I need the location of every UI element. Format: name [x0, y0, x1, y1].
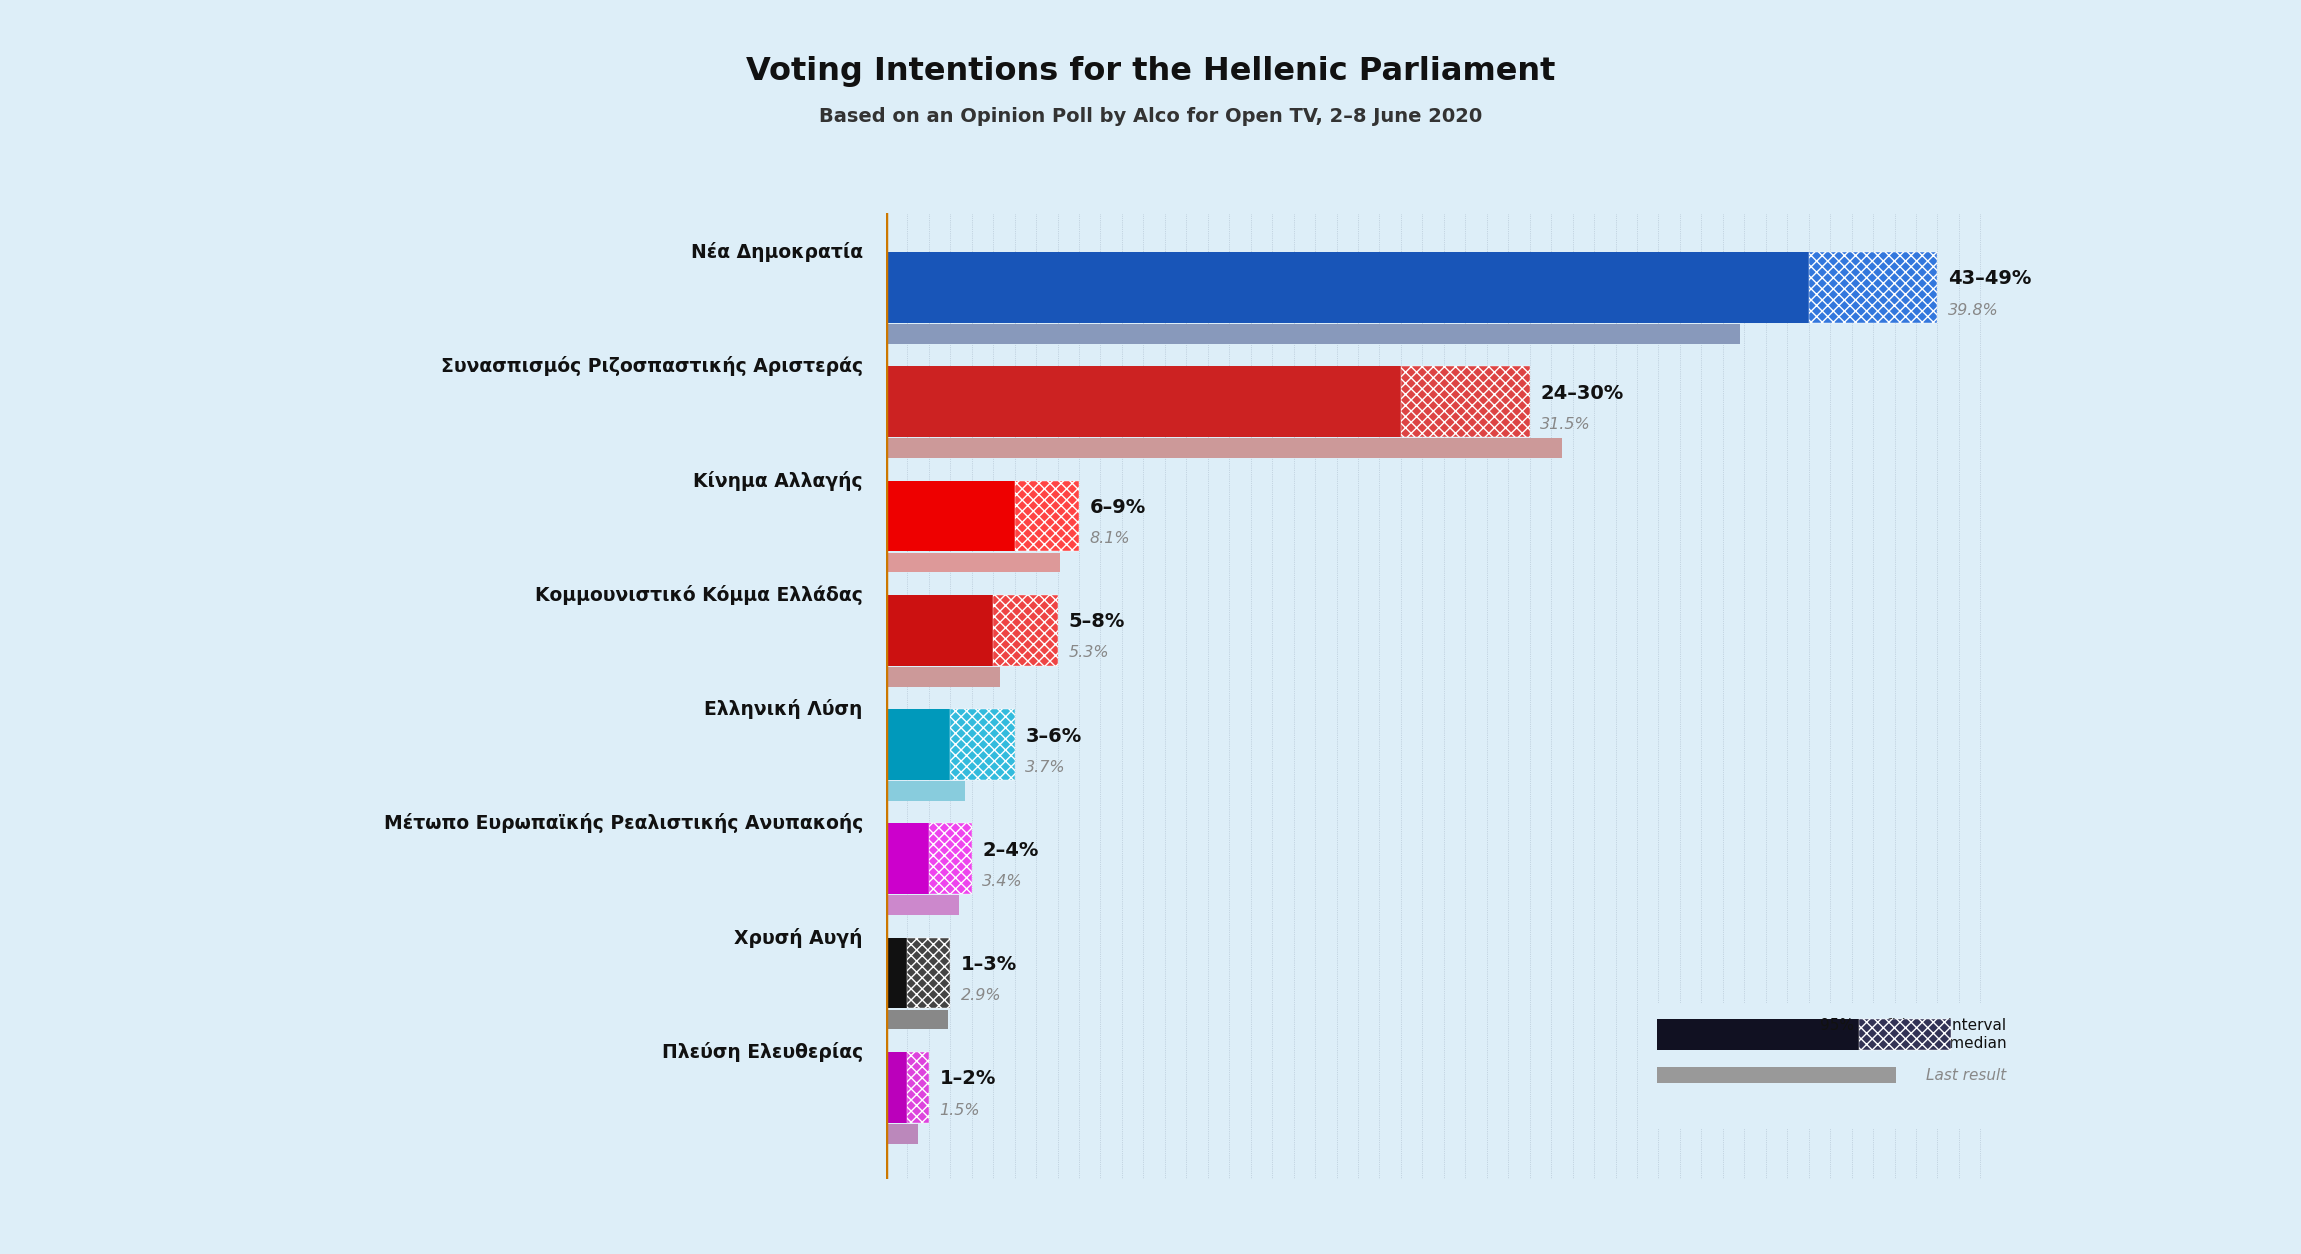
Bar [1657, 1067, 1896, 1083]
Bar [886, 366, 1530, 438]
Bar [886, 895, 960, 915]
Text: 3.7%: 3.7% [1026, 760, 1065, 775]
Bar [907, 1052, 930, 1122]
Text: Voting Intentions for the Hellenic Parliament: Voting Intentions for the Hellenic Parli… [746, 56, 1555, 88]
Bar [886, 1124, 918, 1144]
Text: 3–6%: 3–6% [1026, 726, 1081, 746]
Text: 8.1%: 8.1% [1091, 532, 1130, 547]
Text: Based on an Opinion Poll by Alco for Open TV, 2–8 June 2020: Based on an Opinion Poll by Alco for Ope… [819, 107, 1482, 125]
Bar [886, 1009, 948, 1030]
Text: Last result: Last result [1926, 1068, 2006, 1082]
Text: Ελληνική Λύση: Ελληνική Λύση [704, 700, 863, 719]
Bar [907, 938, 950, 1008]
Bar [886, 709, 1015, 780]
Text: 2.9%: 2.9% [962, 988, 1001, 1003]
Bar [886, 667, 999, 687]
Text: 6–9%: 6–9% [1091, 498, 1146, 517]
Bar [886, 439, 1562, 458]
Bar [886, 324, 1740, 344]
Bar [886, 594, 1058, 666]
Text: Πλεύση Ελευθερίας: Πλεύση Ελευθερίας [663, 1042, 863, 1062]
Bar [886, 1052, 930, 1122]
Text: Νέα Δημοκρατία: Νέα Δημοκρατία [690, 242, 863, 262]
Bar [886, 480, 1079, 552]
Bar [1015, 480, 1079, 552]
Text: Χρυσή Αυγή: Χρυσή Αυγή [734, 928, 863, 948]
Text: 24–30%: 24–30% [1539, 384, 1625, 403]
Bar [1401, 366, 1530, 438]
Bar [886, 553, 1061, 572]
Text: Μέτωπο Ευρωπαϊκής Ρεαλιστικής Ανυπακοής: Μέτωπο Ευρωπαϊκής Ρεαλιστικής Ανυπακοής [384, 814, 863, 834]
Text: 39.8%: 39.8% [1949, 302, 2000, 317]
Bar [886, 824, 971, 894]
Text: 5–8%: 5–8% [1068, 612, 1125, 631]
Text: 1–3%: 1–3% [962, 956, 1017, 974]
Text: 95% confidence interval
with median: 95% confidence interval with median [1820, 1018, 2006, 1051]
Bar [994, 594, 1058, 666]
Bar [886, 938, 950, 1008]
Bar [886, 252, 1937, 322]
Bar [930, 824, 971, 894]
Text: 3.4%: 3.4% [983, 874, 1024, 889]
Bar [1859, 1018, 1951, 1051]
Text: 43–49%: 43–49% [1949, 270, 2032, 288]
Text: 5.3%: 5.3% [1068, 646, 1109, 661]
Text: 1–2%: 1–2% [939, 1070, 996, 1088]
Text: 31.5%: 31.5% [1539, 416, 1592, 431]
Bar [1809, 252, 1937, 322]
Text: Κίνημα Αλλαγής: Κίνημα Αλλαγής [693, 470, 863, 490]
Bar [950, 709, 1015, 780]
Bar [886, 781, 966, 801]
Text: 1.5%: 1.5% [939, 1102, 980, 1117]
Text: 2–4%: 2–4% [983, 840, 1038, 860]
Text: Συνασπισμός Ριζοσπαστικής Αριστεράς: Συνασπισμός Ριζοσπαστικής Αριστεράς [442, 356, 863, 376]
Bar [1657, 1018, 1859, 1051]
Text: Κομμουνιστικό Κόμμα Ελλάδας: Κομμουνιστικό Κόμμα Ελλάδας [536, 584, 863, 604]
